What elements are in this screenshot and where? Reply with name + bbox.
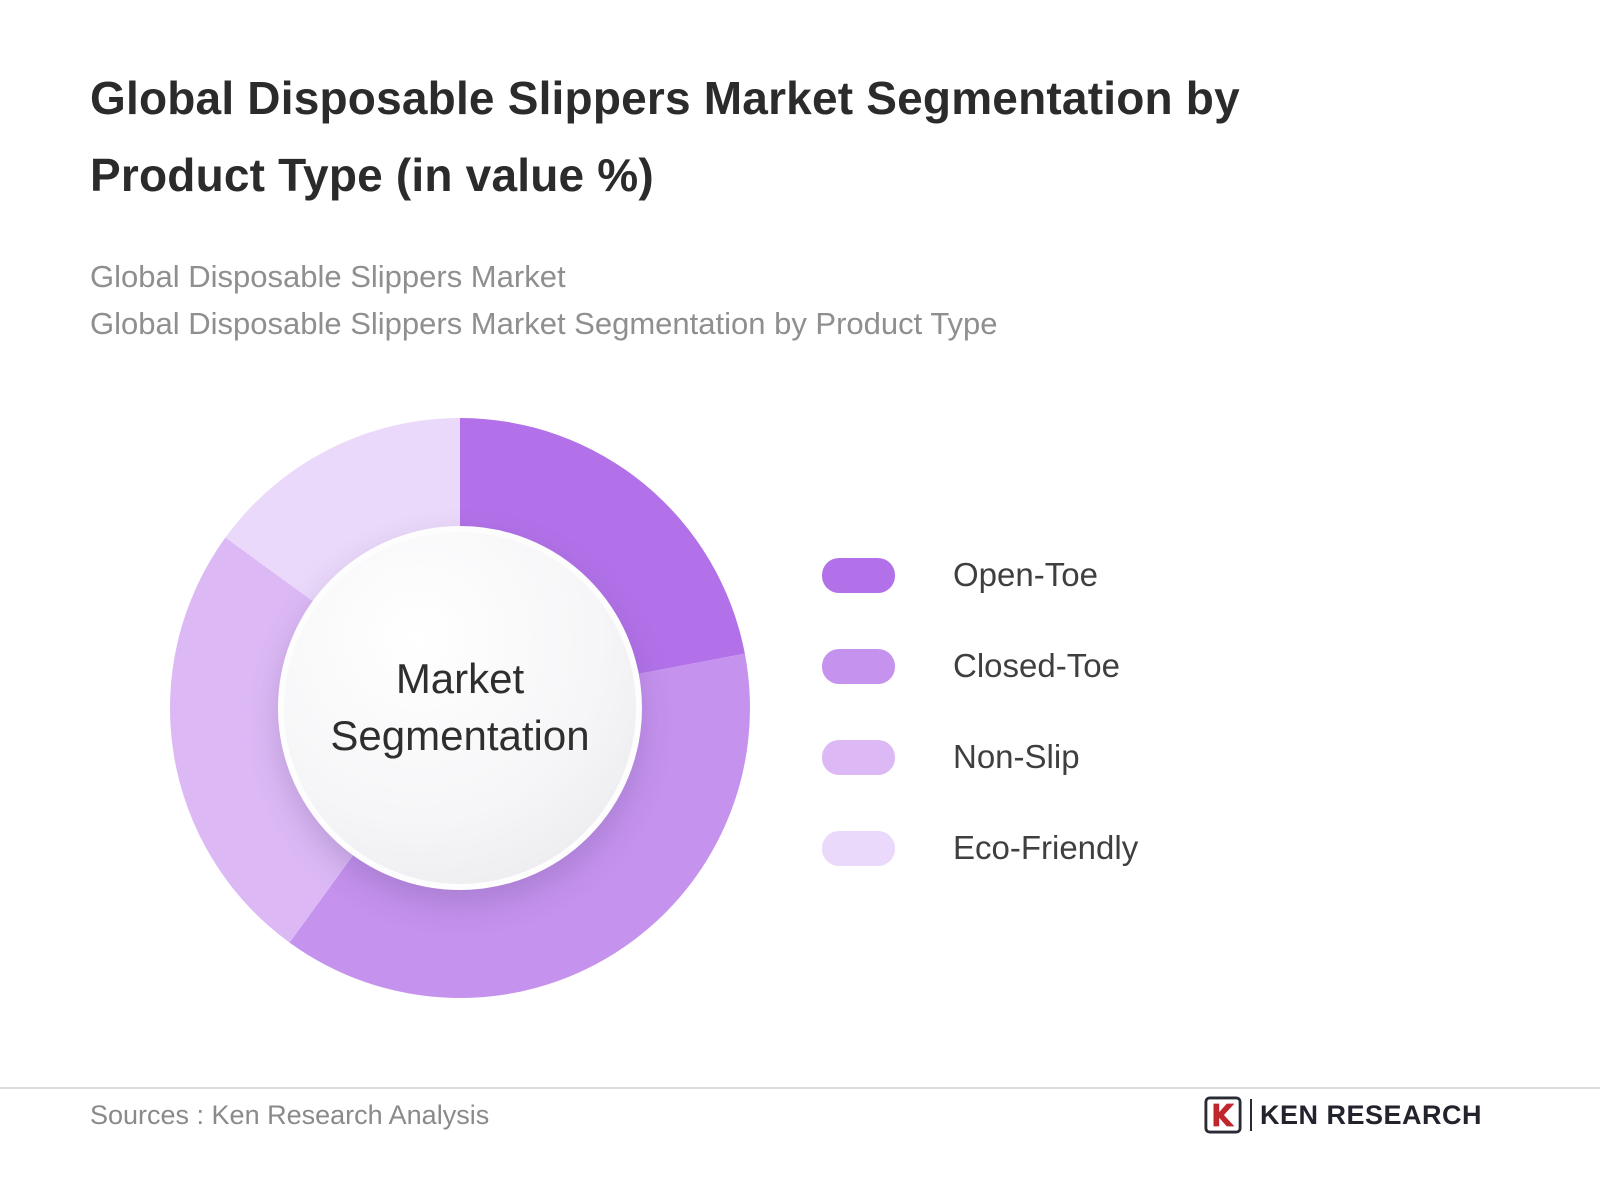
donut-segment-closed-toe [289,653,750,998]
donut-segment-open-toe [460,418,745,675]
donut-chart-svg [170,418,750,998]
legend-item-non-slip: Non-Slip [822,722,1138,792]
donut-segment-eco-friendly [225,418,460,603]
legend-label-closed-toe: Closed-Toe [953,647,1120,684]
legend-label-non-slip: Non-Slip [953,738,1080,775]
logo-mark-icon [1204,1096,1242,1134]
logo-divider [1249,1099,1252,1131]
logo-text: KEN RESEARCH [1259,1099,1482,1130]
legend-chip-closed-toe [822,648,895,684]
subtitle-block: Global Disposable Slippers Market Global… [90,254,998,347]
chart-legend: Open-Toe Closed-Toe Non-Slip Eco-Friendl… [822,540,1138,904]
sources-note: Sources : Ken Research Analysis [90,1100,490,1130]
legend-chip-eco-friendly [822,830,895,866]
legend-chip-open-toe [822,557,895,593]
legend-item-open-toe: Open-Toe [822,540,1138,610]
legend-label-open-toe: Open-Toe [953,556,1098,593]
subtitle-line-1: Global Disposable Slippers Market [90,259,566,294]
donut-segment-non-slip [170,537,355,943]
donut-chart: Market Segmentation [160,408,760,1008]
legend-item-closed-toe: Closed-Toe [822,631,1138,701]
donut-center-circle: Market Segmentation [278,526,642,890]
page-title: Global Disposable Slippers Market Segmen… [90,72,1240,202]
legend-chip-non-slip [822,739,895,775]
subtitle-line-2: Global Disposable Slippers Market Segmen… [90,305,998,341]
legend-item-eco-friendly: Eco-Friendly [822,813,1138,883]
donut-segments [170,418,750,998]
footer-divider [0,1087,1600,1089]
donut-center-label: Market Segmentation [330,655,590,759]
ken-research-logo: KEN RESEARCH [1204,1096,1482,1134]
legend-label-eco-friendly: Eco-Friendly [953,829,1139,866]
